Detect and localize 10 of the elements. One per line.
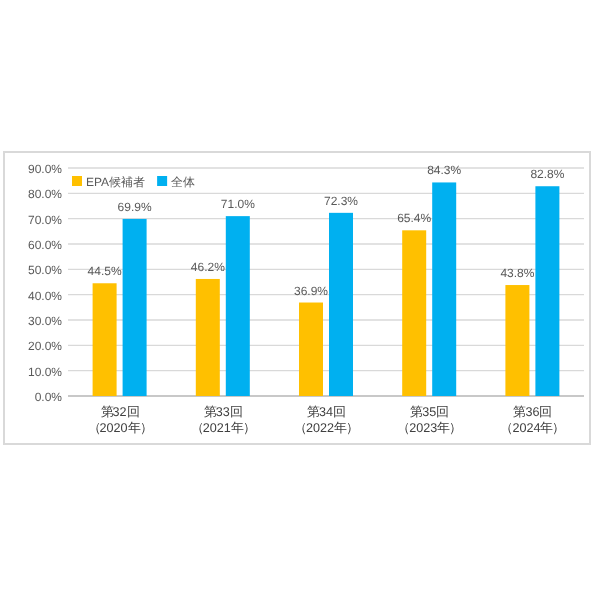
bar <box>92 283 117 396</box>
bar <box>195 278 220 396</box>
bar <box>329 212 353 396</box>
bar <box>535 186 560 396</box>
bar <box>432 182 457 396</box>
bar <box>402 230 427 396</box>
bar <box>225 216 250 396</box>
bar <box>122 218 147 396</box>
bar <box>505 285 530 396</box>
bar <box>299 302 323 396</box>
